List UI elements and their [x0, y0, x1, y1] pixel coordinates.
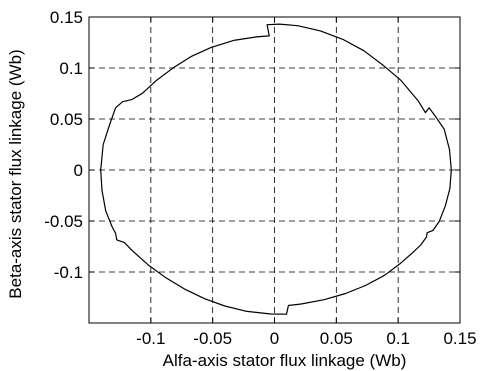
x-tick-label: 0.15	[443, 329, 476, 348]
x-tick-label: 0.1	[386, 329, 410, 348]
grid-lines	[89, 17, 460, 323]
x-tick-label: -0.1	[136, 329, 165, 348]
y-tick-label: -0.05	[44, 212, 83, 231]
y-tick-label: -0.1	[54, 263, 83, 282]
series-line	[100, 23, 452, 315]
y-tick-label: 0	[74, 161, 83, 180]
x-axis-label: Alfa-axis stator flux linkage (Wb)	[163, 351, 407, 370]
y-tick-label: 0.15	[50, 8, 83, 27]
x-tick-label: 0	[270, 329, 279, 348]
x-tick-labels: -0.1 -0.05 0 0.05 0.1 0.15	[136, 329, 476, 348]
y-tick-labels: -0.1 -0.05 0 0.05 0.1 0.15	[44, 8, 83, 282]
x-tick-label: -0.05	[193, 329, 232, 348]
y-tick-label: 0.05	[50, 110, 83, 129]
y-tick-label: 0.1	[59, 59, 83, 78]
tick-marks	[89, 16, 461, 323]
x-tick-label: 0.05	[320, 329, 353, 348]
y-axis-label: Beta-axis stator flux linkage (Wb)	[6, 49, 25, 298]
data-series	[100, 23, 452, 315]
